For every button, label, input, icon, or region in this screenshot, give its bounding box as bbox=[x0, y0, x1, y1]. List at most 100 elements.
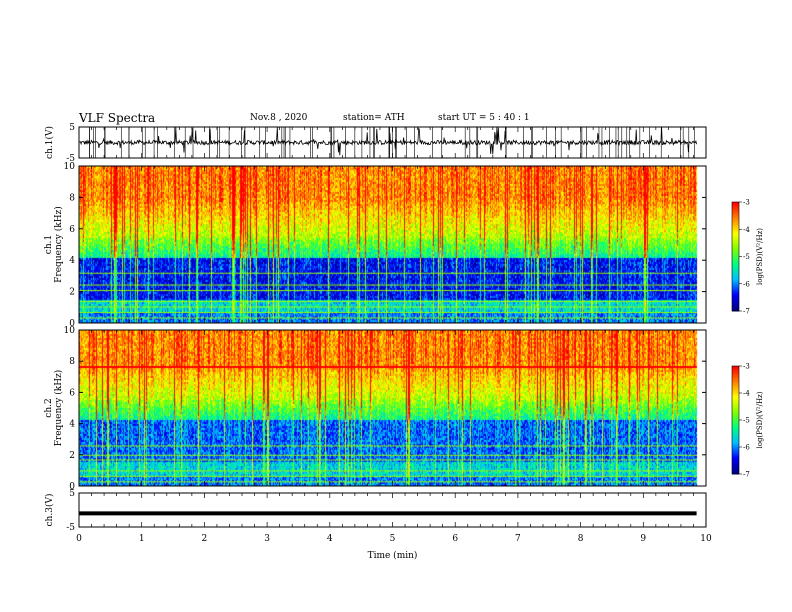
ch2-spectrogram-colorbar-step bbox=[732, 407, 739, 410]
ch2-spectrogram-colorbar-step bbox=[732, 382, 739, 385]
ch2-spectrogram-colorbar-step bbox=[732, 463, 739, 466]
ch2-spectrogram-colorbar-step bbox=[732, 436, 739, 439]
ch2-spectrogram-colorbar-step bbox=[732, 398, 739, 401]
figure-title: VLF Spectra bbox=[79, 111, 156, 125]
ch1-spectrogram-colorbar-step bbox=[732, 211, 739, 214]
ch1-spectrogram-ytick-label: 8 bbox=[69, 193, 75, 203]
ch2-spectrogram-colorbar-tick-label: -5 bbox=[743, 417, 750, 425]
ch1-spectrogram-colorbar-step bbox=[732, 278, 739, 281]
ch1-spectrogram-colorbar-step bbox=[732, 261, 739, 265]
ch1-spectrogram-colorbar-step bbox=[732, 280, 739, 283]
ch1-spectrogram-colorbar-step bbox=[732, 276, 739, 279]
ch1-spectrogram-colorbar-step bbox=[732, 281, 739, 285]
ch1-spectrogram-colorbar-step bbox=[732, 269, 739, 272]
ch1-spectrogram-ylabel-line2: Frequency (kHz) bbox=[53, 206, 64, 283]
ch2-spectrogram-colorbar-step bbox=[732, 450, 739, 453]
ch2-spectrogram-colorbar-step bbox=[732, 384, 739, 387]
ch1-spectrogram-colorbar-step bbox=[732, 220, 739, 223]
ch1-spectrogram-ytick-label: 2 bbox=[69, 288, 75, 298]
ch1-spectrogram-colorbar-step bbox=[732, 231, 739, 234]
ch1-spectrogram-colorbar-step bbox=[732, 207, 739, 210]
ch2-spectrogram-colorbar-step bbox=[732, 438, 739, 441]
ch3-waveform-ytick-label: 5 bbox=[69, 489, 75, 499]
ch1-spectrogram-colorbar-step bbox=[732, 260, 739, 263]
ch2-spectrogram-colorbar-step bbox=[732, 369, 739, 372]
xtick-label: 8 bbox=[578, 534, 584, 544]
ch1-spectrogram-colorbar-step bbox=[732, 241, 739, 245]
ch2-spectrogram-colorbar-step bbox=[732, 400, 739, 403]
ch2-spectrogram-ytick-label: 6 bbox=[69, 388, 75, 398]
ch2-spectrogram-colorbar-step bbox=[732, 376, 739, 380]
ch2-spectrogram-colorbar-tick-label: -4 bbox=[743, 390, 750, 398]
ch2-spectrogram-colorbar-step bbox=[732, 366, 739, 369]
ch2-spectrogram-ytick-label: 4 bbox=[69, 420, 75, 430]
ch2-spectrogram-colorbar-step bbox=[732, 371, 739, 374]
ch1-spectrogram-colorbar-step bbox=[732, 267, 739, 270]
ch1-spectrogram-canvas bbox=[79, 166, 706, 323]
ch1-spectrogram-colorbar-tick-label: -3 bbox=[743, 199, 750, 207]
ch1-spectrogram-colorbar-step bbox=[732, 272, 739, 276]
ch2-spectrogram bbox=[79, 330, 706, 486]
ch1-spectrogram-colorbar-step bbox=[732, 291, 739, 294]
ch1-spectrogram-colorbar-step bbox=[732, 287, 739, 290]
ch1-spectrogram-colorbar-step bbox=[732, 274, 739, 277]
ch2-spectrogram-colorbar-step bbox=[732, 412, 739, 416]
ch1-spectrogram-colorbar-tick-label: -7 bbox=[743, 308, 750, 316]
ch1-spectrogram-colorbar-step bbox=[732, 232, 739, 236]
ch2-spectrogram-colorbar-step bbox=[732, 452, 739, 455]
ch2-spectrogram-colorbar-step bbox=[732, 394, 739, 398]
ch2-spectrogram-colorbar-step bbox=[732, 427, 739, 430]
ch1-spectrogram-colorbar-step bbox=[732, 229, 739, 232]
ch1-spectrogram-colorbar-step bbox=[732, 271, 739, 274]
ch1-spectrogram-colorbar-step bbox=[732, 203, 739, 207]
ch2-spectrogram-colorbar-step bbox=[732, 403, 739, 407]
ch2-spectrogram-ytick-label: 0 bbox=[69, 482, 75, 492]
ch2-spectrogram-colorbar-step bbox=[732, 411, 739, 414]
ch2-spectrogram-colorbar-step bbox=[732, 416, 739, 419]
ch2-spectrogram-colorbar-step bbox=[732, 466, 739, 470]
ch2-spectrogram-canvas bbox=[79, 330, 706, 486]
ch2-spectrogram-ytick-label: 8 bbox=[69, 357, 75, 367]
ch1-spectrogram-colorbar-step bbox=[732, 216, 739, 219]
ch2-spectrogram-colorbar-step bbox=[732, 439, 739, 443]
ch2-spectrogram-colorbar-step bbox=[732, 472, 739, 475]
ch1-spectrogram-colorbar-step bbox=[732, 256, 739, 259]
date-label: Nov.8 , 2020 bbox=[250, 113, 308, 123]
ch1-spectrogram-colorbar-tick-label: -4 bbox=[743, 226, 750, 234]
ch1-waveform-ylabel: ch.1(V) bbox=[44, 126, 55, 159]
ch2-spectrogram-colorbar-label: log(PSD)(V²/Hz) bbox=[756, 391, 764, 448]
ch1-spectrogram bbox=[79, 166, 706, 323]
ch1-spectrogram-colorbar-tick-label: -6 bbox=[743, 280, 750, 288]
ch2-spectrogram-colorbar-step bbox=[732, 461, 739, 464]
ch1-spectrogram-colorbar-step bbox=[732, 285, 739, 288]
ch1-spectrogram-ylabel-line1: ch.1 bbox=[44, 235, 54, 254]
ch2-spectrogram-colorbar-step bbox=[732, 380, 739, 383]
ch2-spectrogram-colorbar-step bbox=[732, 443, 739, 446]
ch1-spectrogram-colorbar-step bbox=[732, 254, 739, 257]
ch2-spectrogram-ylabel-line1: ch.2 bbox=[44, 398, 54, 417]
ch1-spectrogram-colorbar-step bbox=[732, 263, 739, 267]
ch2-spectrogram-colorbar-step bbox=[732, 454, 739, 457]
ch2-spectrogram-colorbar-tick-label: -7 bbox=[743, 471, 750, 479]
ch2-spectrogram-colorbar-step bbox=[732, 373, 739, 376]
ch2-spectrogram-colorbar-step bbox=[732, 405, 739, 408]
ch2-spectrogram-colorbar-step bbox=[732, 414, 739, 417]
ch2-spectrogram-ytick-label: 2 bbox=[69, 451, 75, 461]
ch1-spectrogram-colorbar-step bbox=[732, 243, 739, 247]
xtick-label: 3 bbox=[264, 534, 270, 544]
ch2-spectrogram-colorbar-step bbox=[732, 459, 739, 462]
ch1-spectrogram-colorbar-step bbox=[732, 298, 739, 301]
ch2-spectrogram-colorbar-step bbox=[732, 430, 739, 434]
ch3-waveform-ylabel: ch.3(V) bbox=[44, 494, 55, 527]
ch1-spectrogram-colorbar-step bbox=[732, 209, 739, 212]
ch2-spectrogram-colorbar-step bbox=[732, 447, 739, 450]
ch1-spectrogram-colorbar-step bbox=[732, 305, 739, 308]
ch1-spectrogram-colorbar-step bbox=[732, 252, 739, 256]
xtick-label: 4 bbox=[327, 534, 333, 544]
ch1-spectrogram-colorbar bbox=[732, 202, 739, 312]
ch1-spectrogram-colorbar-step bbox=[732, 245, 739, 248]
ch1-waveform-ytick-label: 5 bbox=[69, 123, 75, 133]
xtick-label: 9 bbox=[640, 534, 646, 544]
ch1-spectrogram-colorbar-step bbox=[732, 234, 739, 238]
ch2-spectrogram-colorbar-step bbox=[732, 445, 739, 448]
